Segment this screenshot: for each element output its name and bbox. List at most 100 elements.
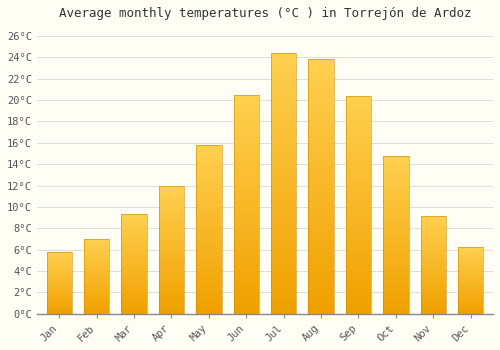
Bar <box>458 261 483 262</box>
Bar <box>122 263 147 264</box>
Bar <box>383 243 408 244</box>
Bar <box>308 103 334 105</box>
Bar <box>234 127 259 130</box>
Bar <box>122 303 147 304</box>
Bar <box>458 294 483 295</box>
Bar <box>196 245 222 246</box>
Bar <box>271 87 296 90</box>
Bar <box>46 278 72 279</box>
Bar <box>158 261 184 262</box>
Bar <box>196 303 222 305</box>
Bar <box>383 198 408 200</box>
Bar <box>84 254 110 255</box>
Bar <box>420 277 446 278</box>
Bar <box>196 163 222 165</box>
Bar <box>383 301 408 303</box>
Bar <box>196 172 222 174</box>
Bar <box>234 163 259 165</box>
Bar <box>420 229 446 230</box>
Bar <box>271 152 296 155</box>
Bar <box>308 240 334 243</box>
Bar <box>308 230 334 232</box>
Bar <box>420 230 446 231</box>
Bar <box>196 223 222 224</box>
Bar <box>383 233 408 235</box>
Bar <box>158 270 184 271</box>
Bar <box>271 82 296 84</box>
Bar <box>420 243 446 244</box>
Bar <box>308 273 334 275</box>
Bar <box>346 240 371 242</box>
Bar <box>234 184 259 187</box>
Bar <box>122 227 147 228</box>
Bar <box>46 307 72 308</box>
Bar <box>122 306 147 307</box>
Bar <box>234 303 259 305</box>
Bar <box>158 251 184 252</box>
Bar <box>420 221 446 222</box>
Bar <box>420 293 446 294</box>
Bar <box>46 260 72 261</box>
Bar <box>158 290 184 292</box>
Bar <box>122 224 147 225</box>
Bar <box>196 190 222 192</box>
Bar <box>158 252 184 253</box>
Bar <box>383 205 408 206</box>
Bar <box>383 241 408 243</box>
Bar <box>271 74 296 77</box>
Bar <box>196 309 222 310</box>
Bar <box>46 280 72 281</box>
Bar <box>420 237 446 238</box>
Bar <box>308 174 334 176</box>
Bar <box>234 134 259 136</box>
Bar <box>308 192 334 194</box>
Bar <box>84 267 110 268</box>
Bar <box>158 245 184 246</box>
Bar <box>196 184 222 186</box>
Bar <box>122 297 147 298</box>
Bar <box>46 287 72 288</box>
Bar <box>158 262 184 264</box>
Bar <box>122 276 147 277</box>
Bar <box>458 285 483 286</box>
Bar <box>196 196 222 197</box>
Bar <box>271 113 296 116</box>
Bar <box>346 201 371 203</box>
Bar <box>196 170 222 172</box>
Bar <box>158 219 184 220</box>
Bar <box>346 96 371 98</box>
Bar <box>84 243 110 244</box>
Bar <box>458 290 483 291</box>
Bar <box>158 222 184 223</box>
Bar <box>196 165 222 167</box>
Bar <box>346 148 371 150</box>
Bar <box>308 120 334 123</box>
Bar <box>158 236 184 237</box>
Bar <box>234 104 259 106</box>
Bar <box>420 292 446 293</box>
Bar <box>420 266 446 267</box>
Bar <box>308 169 334 172</box>
Bar <box>196 238 222 239</box>
Bar <box>271 280 296 282</box>
Bar <box>346 246 371 248</box>
Bar <box>420 267 446 268</box>
Bar <box>158 189 184 191</box>
Bar <box>308 141 334 144</box>
Bar <box>196 229 222 231</box>
Bar <box>420 242 446 243</box>
Bar <box>346 139 371 141</box>
Bar <box>196 150 222 152</box>
Bar <box>196 288 222 290</box>
Bar <box>234 257 259 259</box>
Bar <box>158 267 184 269</box>
Bar <box>308 258 334 260</box>
Bar <box>234 130 259 132</box>
Bar <box>122 226 147 227</box>
Bar <box>271 118 296 121</box>
Bar <box>122 312 147 313</box>
Bar <box>158 275 184 276</box>
Bar <box>196 241 222 243</box>
Bar <box>122 296 147 297</box>
Bar <box>383 277 408 279</box>
